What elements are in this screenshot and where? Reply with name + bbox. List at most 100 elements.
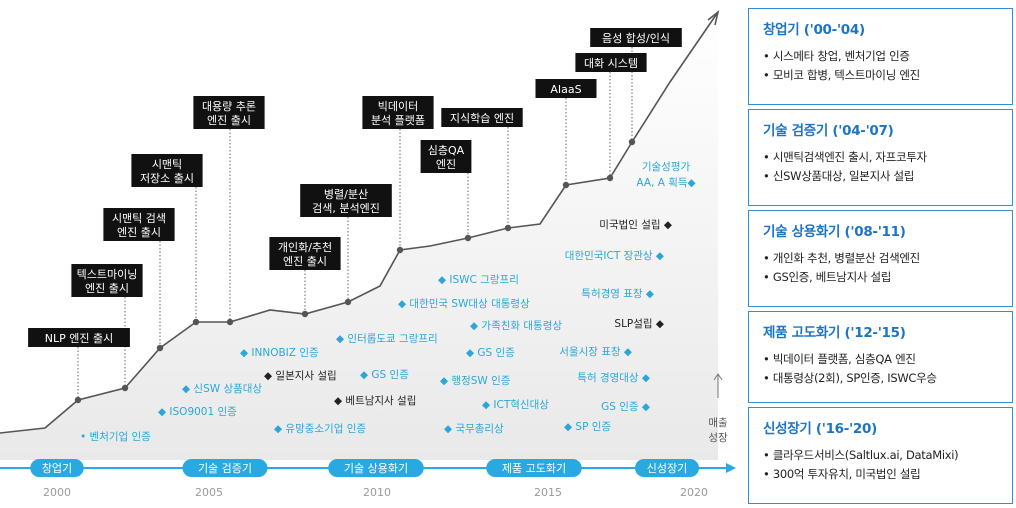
- award-item: ◆ 대한민국 SW대상 대통령상: [398, 298, 530, 310]
- phase-card-item: 클라우드서비스(Saltlux.ai, DataMixi): [763, 446, 1002, 465]
- milestone-label-text: 엔진: [436, 158, 456, 171]
- milestone-label-box: [103, 208, 175, 241]
- phase-card-item: 빅데이터 플랫폼, 심층QA 엔진: [763, 350, 1002, 369]
- phase-card-item: 대통령상(2회), SP인증, ISWC우승: [763, 369, 1002, 388]
- milestone-label-text: 음성 합성/인식: [602, 32, 670, 45]
- phase-pill: [635, 459, 699, 477]
- milestone-label-text: 대화 시스템: [584, 57, 638, 70]
- milestone-dot: [396, 246, 404, 254]
- milestone-dot: [628, 138, 636, 146]
- milestone-label-box: [28, 328, 130, 347]
- award-item: ◆ SP 인증: [564, 421, 611, 433]
- milestone-dot: [121, 384, 129, 392]
- milestone-label-text: 검색, 분석엔진: [312, 202, 380, 215]
- phase-pill-label: 기술 검증기: [198, 462, 252, 475]
- milestone-label-box: [590, 28, 682, 47]
- award-item: ◆ 일본지사 설립: [264, 369, 337, 382]
- award-item: 서울시장 표창 ◆: [559, 346, 633, 358]
- award-item: ◆ GS 인증: [360, 369, 409, 381]
- phase-card-item: 모비코 합병, 텍스트마이닝 엔진: [763, 66, 1002, 85]
- milestone-label-box: [131, 154, 203, 187]
- milestone-label-text: 시맨틱: [152, 158, 182, 171]
- milestone-dot: [464, 234, 472, 242]
- arrowhead-icon: [707, 9, 720, 26]
- phase-card-list: 빅데이터 플랫폼, 심층QA 엔진대통령상(2회), SP인증, ISWC우승: [763, 350, 1002, 388]
- year-label: 2020: [680, 486, 708, 499]
- award-item: ◆ 가족친화 대통령상: [470, 320, 562, 332]
- award-item: ◆ 베트남지사 설립: [334, 394, 416, 407]
- award-item: ◆ ICT혁신대상: [482, 399, 549, 411]
- milestone-dot: [226, 318, 234, 326]
- phase-card: 신성장기 ('16-'20) 클라우드서비스(Saltlux.ai, DataMi…: [748, 407, 1013, 504]
- milestone-dot: [562, 181, 570, 189]
- milestone-label-text: 지식학습 엔진: [450, 112, 514, 125]
- award-item: ◆ 인터롭도쿄 그랑프리: [336, 333, 438, 345]
- growth-line: [0, 11, 719, 434]
- phase-card-title: 제품 고도화기 ('12-'15): [763, 325, 906, 341]
- milestone-label-text: 시맨틱 검색: [112, 212, 166, 225]
- phase-pill-label: 제품 고도화기: [502, 462, 566, 475]
- award-item: ◆ ISO9001 인증: [158, 406, 237, 418]
- award-item: ◆ ISWC 그랑프리: [438, 274, 519, 286]
- milestone-label-text: 저장소 출시: [140, 172, 194, 185]
- phase-card: 제품 고도화기 ('12-'15) 빅데이터 플랫폼, 심층QA 엔진대통령상(2…: [748, 311, 1013, 403]
- milestone-label-text: 대용량 추론: [202, 100, 256, 113]
- milestone-label-text: 엔진 출시: [117, 226, 161, 239]
- phase-card-list: 개인화 추천, 병렬분산 검색엔진GS인증, 베트남지사 설립: [763, 249, 1002, 287]
- phase-card-title: 기술 상용화기 ('08-'11): [763, 224, 906, 240]
- milestone-label-text: 엔진 출시: [283, 255, 327, 268]
- growth-area: [0, 12, 718, 460]
- milestone-label-box: [535, 79, 597, 98]
- phase-card-list: 클라우드서비스(Saltlux.ai, DataMixi)300억 투자유치, …: [763, 446, 1002, 484]
- milestone-dot: [606, 174, 614, 182]
- phase-pill: [486, 459, 582, 477]
- milestone-label: AIaaS: [535, 79, 597, 98]
- milestone-label: 시맨틱 검색엔진 출시: [103, 208, 175, 241]
- year-label: 2010: [363, 486, 391, 499]
- award-item: SLP설립 ◆: [614, 317, 665, 330]
- year-label: 2005: [195, 486, 223, 499]
- milestone-label-box: [269, 237, 341, 270]
- milestone-label-text: 개인화/추천: [278, 240, 332, 254]
- phase-card-item: 신SW상품대상, 일본지사 설립: [763, 167, 1002, 186]
- award-item: 기술성평가: [642, 161, 691, 173]
- year-label: 2015: [534, 486, 562, 499]
- milestone-label-text: 엔진 출시: [85, 282, 129, 295]
- milestone-label: NLP 엔진 출시: [28, 328, 130, 347]
- milestone-label-text: 빅데이터: [378, 100, 418, 113]
- milestone-dot: [504, 224, 512, 232]
- phase-pill-label: 신성장기: [647, 462, 687, 475]
- award-item: ◆ INNOBIZ 인증: [240, 347, 319, 359]
- phase-summary-panel: 창업기 ('00-'04) 시스메타 창업, 벤처기업 인증모비코 합병, 텍스트…: [748, 8, 1013, 508]
- phase-card-title: 신성장기 ('16-'20): [763, 421, 877, 437]
- award-item: ◆ 행정SW 인증: [440, 375, 511, 387]
- milestone-label-box: [300, 184, 392, 217]
- award-item: GS 인증 ◆: [601, 401, 651, 413]
- milestone-label-text: AIaaS: [550, 83, 581, 96]
- award-item: 특허 경영대상 ◆: [577, 371, 651, 384]
- phase-card-item: 개인화 추천, 병렬분산 검색엔진: [763, 249, 1002, 268]
- award-item: ◆ 국무총리상: [444, 423, 504, 435]
- phase-pill: [328, 459, 424, 477]
- milestone-dot: [301, 310, 309, 318]
- phase-card-item: 시스메타 창업, 벤처기업 인증: [763, 47, 1002, 66]
- milestone-label: 음성 합성/인식: [590, 28, 682, 47]
- phase-card-item: 300억 투자유치, 미국법인 설립: [763, 465, 1002, 484]
- milestone-label-text: 심층QA: [428, 144, 465, 157]
- milestone-label-box: [420, 140, 472, 173]
- award-item: ◆ 유망중소기업 인증: [274, 422, 366, 435]
- award-item: 미국법인 설립 ◆: [599, 218, 673, 231]
- phase-card-item: GS인증, 베트남지사 설립: [763, 268, 1002, 287]
- milestone-label-text: 텍스트마이닝: [77, 268, 138, 281]
- award-item: 대한민국ICT 장관상 ◆: [565, 250, 665, 262]
- milestone-dot: [156, 344, 164, 352]
- milestone-dot: [74, 396, 82, 404]
- milestone-label-box: [441, 108, 523, 127]
- milestone-label-box: [575, 53, 647, 72]
- award-item: AA, A 획득◆: [636, 177, 696, 189]
